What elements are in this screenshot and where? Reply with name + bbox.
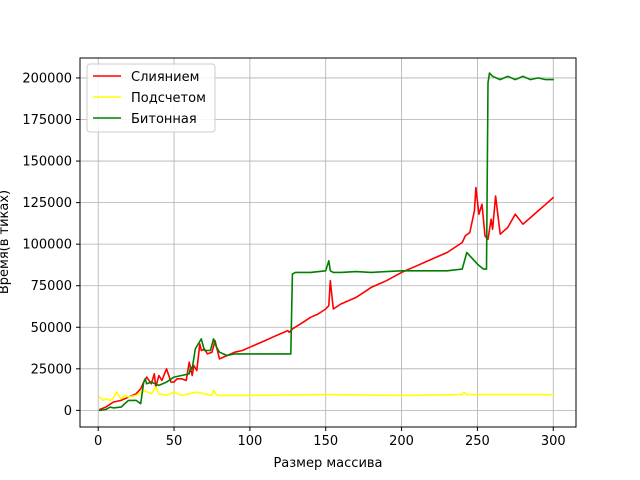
x-tick-label: 250 [465, 434, 490, 449]
y-tick-label: 125000 [22, 196, 72, 211]
x-tick-label: 150 [313, 434, 338, 449]
x-tick-label: 300 [541, 434, 566, 449]
x-tick-label: 50 [166, 434, 183, 449]
series-line-2 [98, 386, 555, 402]
y-tick-label: 75000 [31, 279, 72, 294]
legend-label-3: Битонная [131, 112, 197, 127]
ticks: 0 50 100 150 200 250 300 0 25000 50000 75000 100000… [22, 71, 565, 449]
x-tick-label: 0 [94, 434, 102, 449]
plot-frame [79, 57, 577, 428]
y-tick-label: 175000 [22, 113, 72, 128]
y-tick-label: 150000 [22, 155, 72, 170]
y-tick-label: 100000 [22, 238, 72, 253]
x-axis-title: Размер массива [273, 456, 382, 471]
series-line-1 [98, 186, 555, 411]
y-tick-label: 25000 [31, 362, 72, 377]
series-layer [98, 72, 555, 412]
legend: Слиянием Подсчетом Битонная [86, 63, 216, 133]
x-tick-label: 200 [389, 434, 414, 449]
legend-label-1: Слиянием [131, 70, 199, 85]
y-tick-label: 0 [64, 404, 72, 419]
y-axis-title: Время(в тиках) [0, 190, 12, 294]
y-tick-label: 200000 [22, 71, 72, 86]
legend-label-2: Подсчетом [131, 91, 206, 106]
x-tick-label: 100 [237, 434, 262, 449]
legend-box [86, 63, 216, 133]
y-tick-label: 50000 [31, 321, 72, 336]
series-line-3 [98, 72, 555, 412]
grid [80, 58, 576, 427]
